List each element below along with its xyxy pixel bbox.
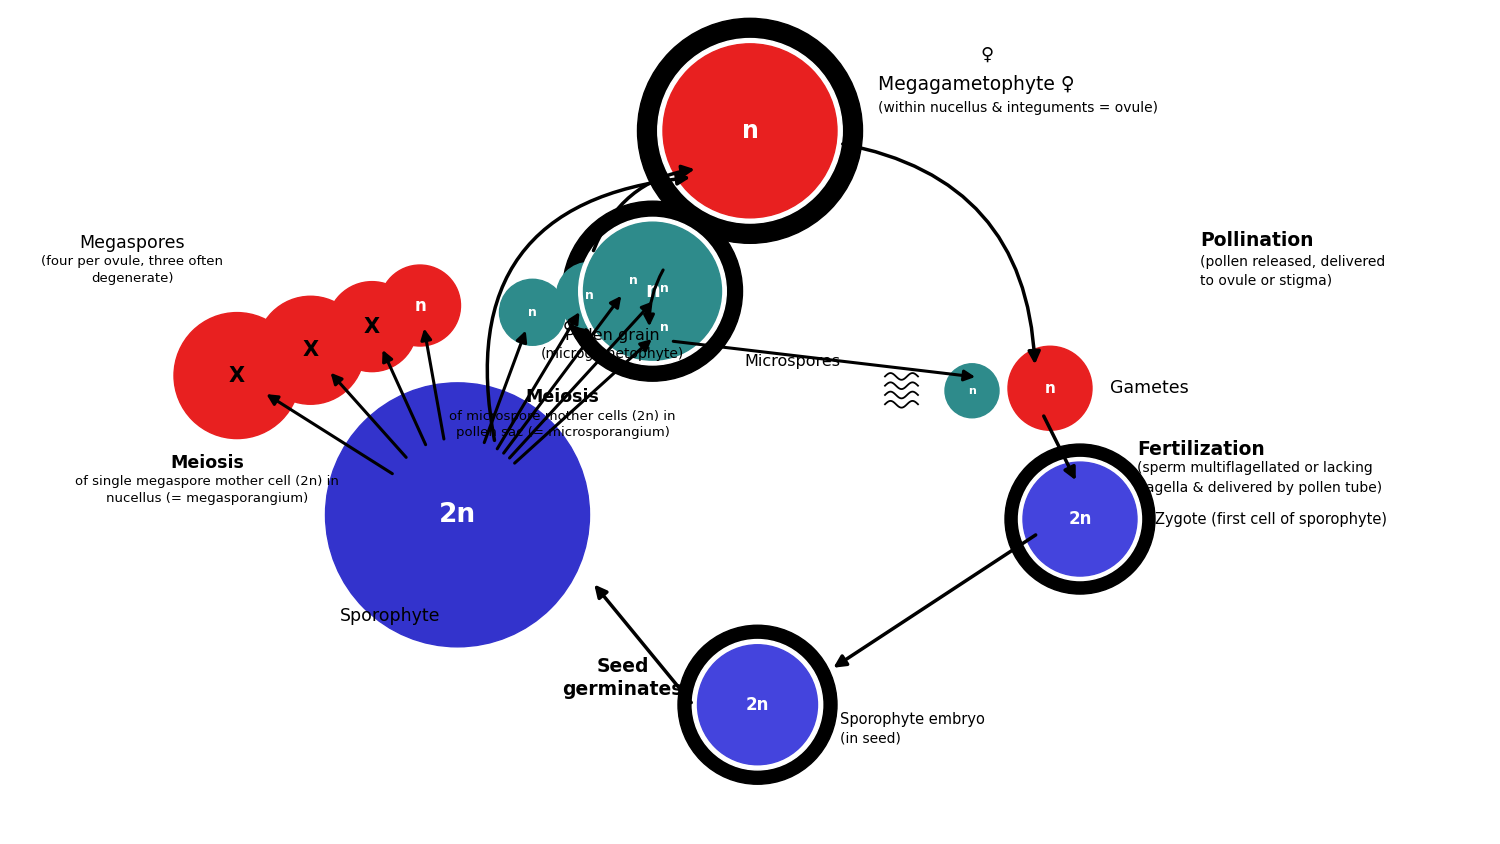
Text: n: n	[1044, 381, 1056, 396]
Text: (sperm multiflagellated or lacking: (sperm multiflagellated or lacking	[1137, 462, 1372, 475]
Text: n: n	[628, 273, 638, 287]
Text: (microgametophyte): (microgametophyte)	[540, 348, 684, 361]
Text: Microspores: Microspores	[744, 354, 840, 369]
Text: n: n	[968, 386, 976, 396]
Text: (in seed): (in seed)	[840, 732, 902, 745]
Text: of single megaspore mother cell (2n) in: of single megaspore mother cell (2n) in	[75, 475, 339, 489]
Ellipse shape	[945, 364, 999, 418]
Ellipse shape	[638, 19, 862, 243]
Text: Megaspores: Megaspores	[80, 234, 184, 252]
Ellipse shape	[584, 222, 722, 360]
Text: of microspore mother cells (2n) in: of microspore mother cells (2n) in	[450, 409, 675, 423]
Ellipse shape	[1008, 346, 1092, 430]
Text: Fertilization: Fertilization	[1137, 440, 1264, 458]
Text: n: n	[414, 296, 426, 315]
Ellipse shape	[698, 645, 818, 765]
Text: (pollen released, delivered: (pollen released, delivered	[1200, 255, 1386, 268]
Ellipse shape	[380, 265, 460, 346]
Text: ♂: ♂	[562, 316, 578, 334]
Ellipse shape	[663, 44, 837, 218]
Text: n: n	[660, 282, 669, 295]
Text: Sporophyte embryo: Sporophyte embryo	[840, 711, 986, 727]
Ellipse shape	[600, 247, 666, 313]
Text: Sporophyte: Sporophyte	[339, 607, 441, 625]
Text: (four per ovule, three often: (four per ovule, three often	[40, 255, 224, 268]
Ellipse shape	[562, 201, 742, 381]
Text: degenerate): degenerate)	[90, 272, 172, 285]
Text: Megagametophyte ♀: Megagametophyte ♀	[878, 75, 1074, 94]
Text: to ovule or stigma): to ovule or stigma)	[1200, 274, 1332, 288]
Text: n: n	[741, 119, 759, 143]
Text: 2n: 2n	[1068, 510, 1092, 528]
Text: (within nucellus & integuments = ovule): (within nucellus & integuments = ovule)	[878, 101, 1158, 115]
Ellipse shape	[693, 640, 822, 770]
Text: X: X	[364, 316, 380, 337]
Text: n: n	[660, 321, 669, 334]
Text: pollen sac (= microsporangium): pollen sac (= microsporangium)	[456, 426, 669, 440]
Ellipse shape	[327, 282, 417, 371]
Text: Pollination: Pollination	[1200, 231, 1314, 250]
Text: Gametes: Gametes	[1110, 379, 1188, 398]
Text: Meiosis: Meiosis	[170, 453, 244, 472]
Ellipse shape	[1023, 462, 1137, 576]
Text: Zygote (first cell of sporophyte): Zygote (first cell of sporophyte)	[1155, 511, 1388, 527]
Text: X: X	[230, 365, 244, 386]
Text: germinates: germinates	[562, 680, 682, 699]
Text: Seed: Seed	[596, 657, 648, 676]
Text: flagella & delivered by pollen tube): flagella & delivered by pollen tube)	[1137, 481, 1382, 495]
Ellipse shape	[678, 625, 837, 784]
Ellipse shape	[1005, 444, 1155, 594]
Ellipse shape	[636, 260, 693, 317]
Ellipse shape	[657, 39, 843, 223]
Text: ♀: ♀	[981, 46, 993, 64]
Ellipse shape	[256, 296, 364, 404]
Ellipse shape	[1019, 457, 1142, 581]
Text: n: n	[585, 289, 594, 302]
Ellipse shape	[579, 218, 726, 365]
Ellipse shape	[636, 299, 693, 356]
Text: n: n	[645, 281, 660, 301]
Ellipse shape	[326, 383, 590, 647]
Text: Pollen grain: Pollen grain	[564, 328, 660, 344]
Ellipse shape	[556, 262, 622, 328]
Ellipse shape	[500, 279, 566, 345]
Text: 2n: 2n	[746, 695, 770, 714]
Text: nucellus (= megasporangium): nucellus (= megasporangium)	[106, 492, 308, 506]
Text: X: X	[303, 340, 318, 360]
Text: n: n	[528, 306, 537, 319]
Text: Meiosis: Meiosis	[525, 387, 600, 406]
Text: 2n: 2n	[440, 502, 476, 528]
Ellipse shape	[174, 312, 300, 439]
